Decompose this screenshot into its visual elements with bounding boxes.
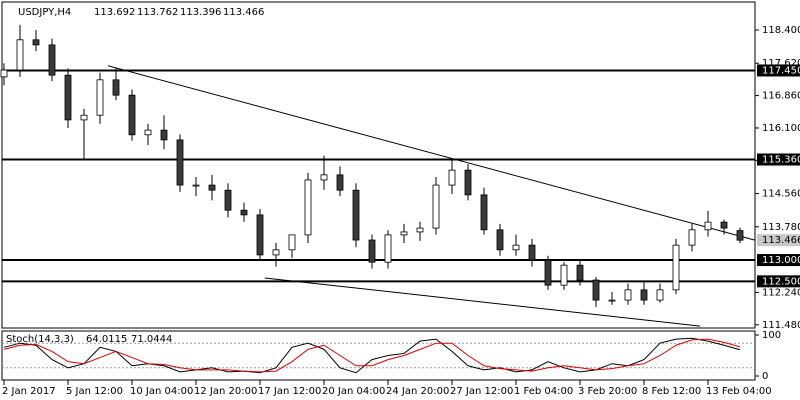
symbol: USDJPY,H4 (18, 7, 71, 18)
candle-body (128, 94, 136, 136)
candle-body (464, 169, 472, 196)
candle-body (288, 234, 296, 251)
x-tick-label: 8 Feb 12:00 (642, 386, 701, 397)
candle-body (32, 39, 40, 46)
candle-body (640, 289, 648, 301)
x-tick-label: 2 Jan 2017 (2, 386, 56, 397)
candle-body (672, 244, 680, 291)
stoch-line (3, 337, 741, 374)
candle-body (560, 264, 568, 286)
stoch-signal: 71.0444 (131, 334, 172, 345)
y-tick-label: 100 (762, 330, 781, 341)
candle-body (240, 209, 248, 216)
x-tick-label: 24 Jan 20:00 (386, 386, 449, 397)
candle-body (576, 264, 584, 281)
y-tick-label: 117.620 (762, 58, 800, 69)
y-tick-label: 112.240 (762, 287, 800, 298)
candle-body (48, 44, 56, 76)
x-tick-label: 1 Feb 04:00 (514, 386, 573, 397)
candle-body (0, 69, 8, 78)
x-tick-label: 17 Jan 12:00 (258, 386, 321, 397)
ohlc-close: 113.466 (223, 7, 264, 18)
level-label: 117.450 (762, 65, 800, 76)
x-tick-label: 27 Jan 12:00 (450, 386, 513, 397)
candle-body (16, 39, 24, 71)
y-tick-label: 114.560 (762, 189, 800, 200)
candle-body (272, 249, 280, 256)
y-tick-label: 111.480 (762, 320, 800, 331)
x-tick-label: 5 Jan 12:00 (66, 386, 123, 397)
candle-body (96, 79, 104, 116)
trendline (264, 277, 701, 327)
candle-body (608, 299, 616, 302)
price-tag (757, 234, 800, 247)
candle-body (208, 184, 216, 191)
candle-body (704, 221, 712, 231)
candle-body (416, 227, 424, 233)
candle-body (736, 230, 744, 241)
candle-body (432, 184, 440, 229)
candle-body (176, 139, 184, 186)
candle-body (544, 259, 552, 286)
y-tick-label: 113.780 (762, 222, 800, 233)
candle-body (304, 179, 312, 236)
candle-body (320, 174, 328, 181)
candle-body (256, 214, 264, 256)
ohlc-low: 113.396 (180, 7, 221, 18)
ohlc-high: 113.762 (137, 7, 178, 18)
candle-body (144, 129, 152, 136)
trendline (107, 65, 755, 241)
x-tick-label: 10 Jan 04:00 (130, 386, 193, 397)
x-tick-label: 20 Jan 04:00 (322, 386, 385, 397)
level-label: 115.360 (762, 155, 800, 166)
candle-body (384, 234, 392, 263)
candle-body (448, 169, 456, 186)
stoch-main: 64.0115 (86, 334, 127, 345)
candle-body (400, 231, 408, 236)
candle-body (368, 239, 376, 263)
x-tick-label: 3 Feb 20:00 (578, 386, 637, 397)
candle-body (656, 289, 664, 301)
candle-body (352, 189, 360, 241)
y-tick-label: 116.100 (762, 123, 800, 134)
x-tick-label: 13 Feb 04:00 (706, 386, 772, 397)
candle-body (528, 244, 536, 261)
candle-body (512, 244, 520, 251)
candle-body (224, 189, 232, 211)
level-tag (757, 254, 800, 267)
candle-body (688, 229, 696, 246)
y-tick-label: 116.860 (762, 91, 800, 102)
y-tick-label: 0 (762, 371, 768, 382)
level-tag (757, 64, 800, 77)
level-tag (757, 153, 800, 166)
candle-body (64, 74, 72, 121)
candle-body (624, 289, 632, 301)
candle-body (720, 221, 728, 229)
level-label: 112.500 (762, 276, 800, 287)
current-price: 113.466 (762, 235, 800, 246)
level-tag (757, 275, 800, 288)
level-label: 113.000 (762, 255, 800, 266)
candle-body (160, 129, 168, 141)
stoch-line (3, 338, 741, 373)
candle-body (112, 79, 120, 96)
candle-body (592, 279, 600, 301)
stoch-frame (1, 330, 756, 381)
candle-body (80, 114, 88, 121)
candle-body (192, 184, 200, 187)
x-tick-label: 12 Jan 20:00 (194, 386, 257, 397)
price-frame (1, 1, 756, 329)
candle-body (336, 174, 344, 191)
y-tick-label: 118.400 (762, 25, 800, 36)
stoch-title: Stoch(14,3,3) (6, 334, 74, 345)
candle-body (496, 229, 504, 251)
candle-body (480, 194, 488, 231)
ohlc-open: 113.692 (94, 7, 135, 18)
